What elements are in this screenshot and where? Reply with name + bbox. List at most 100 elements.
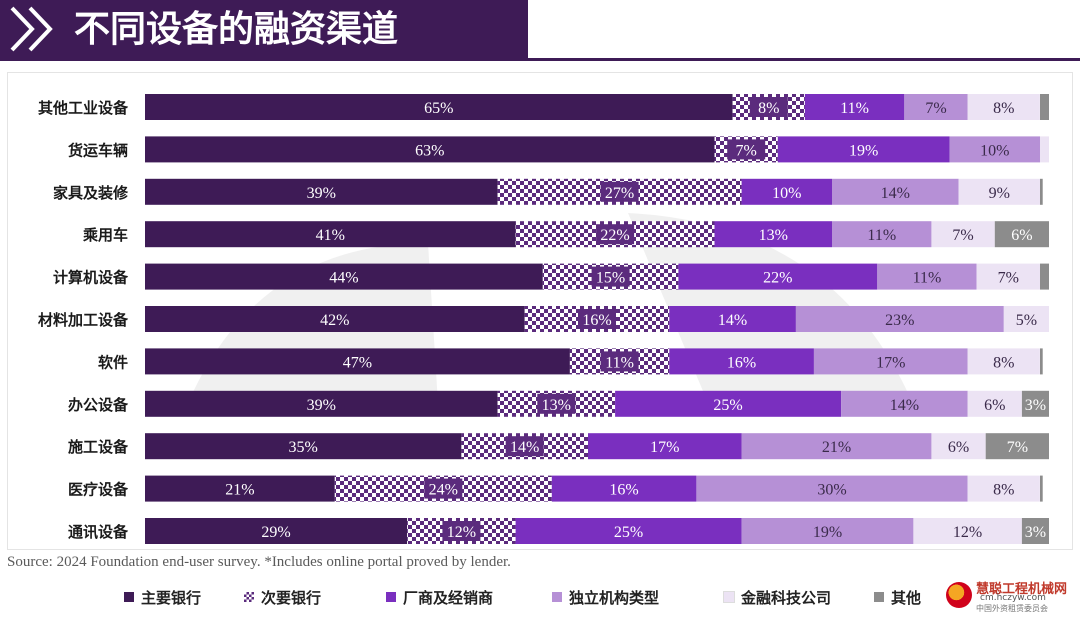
bar-segment-other: [1021, 518, 1049, 544]
data-label: 7%: [925, 100, 946, 117]
bar-segment-other: [1040, 348, 1043, 375]
data-label: 8%: [993, 100, 1014, 117]
legend-label: 次要银行: [261, 588, 322, 607]
bar-segment-fintech: [913, 518, 1022, 544]
legend-swatch: [244, 592, 254, 602]
data-label: 14%: [510, 439, 539, 456]
data-label: 42%: [320, 312, 349, 329]
data-label-backdrop: [749, 97, 788, 117]
data-label: 17%: [876, 354, 905, 371]
data-label: 6%: [1011, 227, 1032, 244]
data-label: 17%: [650, 439, 679, 456]
bar-segment-fintech: [967, 348, 1040, 375]
bar-segment-main_bank: [145, 348, 570, 375]
data-label: 29%: [261, 524, 290, 541]
category-label: 医疗设备: [68, 481, 129, 499]
legend-item-fintech: 金融科技公司: [723, 585, 832, 609]
data-label: 24%: [429, 482, 458, 499]
title-banner: 不同设备的融资渠道: [0, 0, 528, 58]
legend-item-independent: 独立机构类型: [552, 585, 659, 609]
data-label: 3%: [1025, 397, 1046, 414]
data-label: 11%: [840, 100, 869, 117]
watermark-logo: 慧聪工程机械网 cm.hczyw.com 中国外资租赁委员会: [946, 578, 1076, 614]
legend-label: 金融科技公司: [741, 588, 832, 607]
bar-segment-other: [985, 433, 1049, 460]
data-label: 44%: [329, 270, 358, 287]
bar-segment-manufacturer: [714, 221, 832, 248]
chart-legend: 主要银行 次要银行 厂商及经销商 独立机构类型 金融科技公司 其他: [124, 585, 944, 609]
data-label: 8%: [993, 482, 1014, 499]
data-label: 10%: [980, 142, 1009, 159]
data-label: 65%: [424, 100, 453, 117]
bar-segment-manufacturer: [741, 178, 832, 205]
data-label: 14%: [890, 397, 919, 414]
data-label-backdrop: [578, 309, 616, 329]
bar-segment-independent: [949, 136, 1040, 163]
data-label: 22%: [600, 227, 629, 244]
legend-label: 厂商及经销商: [403, 588, 494, 607]
data-label: 19%: [813, 524, 842, 541]
bar-segment-manufacturer: [669, 306, 796, 332]
data-label: 3%: [1025, 524, 1046, 541]
legend-swatch: [723, 591, 735, 603]
data-label-backdrop: [600, 351, 639, 372]
data-label: 11%: [605, 354, 634, 371]
data-label-backdrop: [505, 436, 544, 457]
data-label: 16%: [727, 354, 756, 371]
legend-label: 其他: [891, 588, 922, 607]
data-label-backdrop: [591, 266, 630, 287]
bar-segment-independent: [841, 390, 968, 417]
data-label-backdrop: [600, 181, 639, 202]
source-note: Source: 2024 Foundation end-user survey.…: [7, 554, 511, 570]
bar-segment-main_bank: [145, 475, 335, 502]
data-label: 25%: [713, 397, 742, 414]
legend-swatch: [386, 592, 396, 602]
bar-segment-manufacturer: [615, 390, 842, 417]
data-label-backdrop: [727, 139, 766, 160]
chart-panel: 其他工业设备 货运车辆 家具及装修 乘用车 计算机设备 材料加工设备 软件 办公设备 施工设备医…: [7, 72, 1073, 550]
data-label: 30%: [817, 482, 846, 499]
bar-segment-fintech: [958, 178, 1040, 205]
bar-segment-other: [1040, 263, 1049, 290]
data-label: 41%: [316, 227, 345, 244]
data-label: 8%: [758, 100, 779, 117]
bar-segment-manufacturer: [678, 263, 878, 290]
data-label: 39%: [307, 185, 336, 202]
bar-segment-manufacturer: [551, 475, 697, 502]
bar-segment-fintech: [931, 433, 986, 460]
data-label: 21%: [225, 482, 254, 499]
data-label: 25%: [614, 524, 643, 541]
bar-segment-main_bank: [145, 518, 408, 544]
data-label: 7%: [952, 227, 973, 244]
bar-segment-manufacturer: [777, 136, 950, 163]
data-label: 14%: [881, 185, 910, 202]
data-label: 47%: [343, 354, 372, 371]
data-label: 6%: [984, 397, 1005, 414]
watermark-brand: 慧聪工程机械网: [976, 582, 1068, 597]
data-label: 8%: [993, 354, 1014, 371]
data-label: 14%: [718, 312, 747, 329]
page-title: 不同设备的融资渠道: [74, 8, 399, 50]
bar-segment-independent: [741, 433, 932, 460]
bar-segment-fintech: [967, 94, 1040, 120]
bar-segment-other: [1021, 390, 1049, 417]
data-label: 27%: [605, 185, 634, 202]
category-label: 施工设备: [68, 438, 129, 456]
title-underline: [0, 58, 1080, 61]
bar-segment-independent: [741, 518, 914, 544]
bar-segment-main_bank: [145, 306, 525, 332]
category-label: 通讯设备: [68, 523, 129, 541]
legend-swatch: [552, 592, 562, 602]
bar-segment-fintech: [967, 390, 1022, 417]
data-label: 13%: [759, 227, 788, 244]
legend-item-other: 其他: [874, 585, 921, 609]
bar-segment-fintech: [931, 221, 995, 248]
bar-segment-manufacturer: [804, 94, 905, 120]
bar-segment-independent: [832, 178, 959, 205]
data-label: 16%: [582, 312, 611, 329]
data-label-backdrop: [537, 393, 576, 414]
bar-segment-main_bank: [145, 390, 498, 417]
data-label: 9%: [989, 185, 1010, 202]
data-label: 10%: [772, 185, 801, 202]
legend-swatch: [874, 592, 884, 602]
